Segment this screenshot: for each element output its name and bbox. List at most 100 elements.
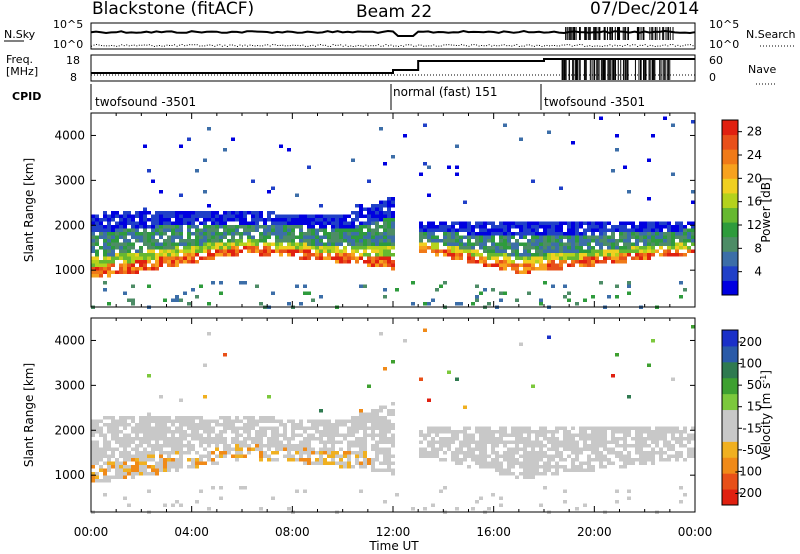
power-cell [451, 225, 455, 229]
velocity-cell [347, 447, 351, 451]
velocity-cell [327, 433, 331, 437]
velocity-cell [499, 433, 503, 437]
power-cell [611, 242, 615, 246]
velocity-cell [339, 433, 343, 437]
velocity-cell [167, 468, 171, 472]
velocity-cell [503, 472, 507, 476]
power-cell [479, 242, 483, 246]
power-cell [143, 214, 147, 218]
power-cell [159, 235, 163, 239]
power-cell [95, 256, 99, 260]
velocity-cell [115, 465, 119, 469]
velocity-cell [255, 440, 259, 444]
power-cell [363, 249, 367, 253]
power-cell [635, 239, 639, 243]
velocity-cell [167, 440, 171, 444]
velocity-cell [351, 419, 355, 423]
power-cell [127, 221, 131, 225]
velocity-cell [419, 454, 423, 458]
velocity-cell [663, 426, 667, 430]
nsearch-point [501, 44, 503, 46]
velocity-cell [223, 426, 227, 430]
velocity-cell [119, 468, 123, 472]
power-cell [263, 242, 267, 246]
velocity-cell [571, 437, 575, 441]
power-cell [591, 246, 595, 250]
power-cell [171, 249, 175, 253]
velocity-cell [155, 416, 159, 420]
velocity-cell [155, 447, 159, 451]
power-cell [131, 267, 135, 271]
velocity-cell [207, 454, 211, 458]
velocity-cell [543, 468, 547, 472]
power-cell [91, 235, 95, 239]
velocity-cell [479, 440, 483, 444]
power-cell [539, 225, 543, 229]
power-cell [171, 298, 175, 302]
power-cell [503, 246, 507, 250]
power-cell [103, 267, 107, 271]
velocity-cell [523, 465, 527, 469]
power-cell [503, 235, 507, 239]
power-cell [431, 249, 435, 253]
power-cell [91, 218, 95, 222]
velocity-cell [599, 461, 603, 465]
velocity-cell [659, 447, 663, 451]
velocity-cell [259, 507, 263, 511]
velocity-cell [611, 374, 615, 378]
power-cell [251, 246, 255, 250]
velocity-cell [299, 447, 303, 451]
power-cell [131, 260, 135, 264]
power-cell [379, 204, 383, 208]
velocity-cell [623, 437, 627, 441]
power-cell [371, 228, 375, 232]
power-cell [383, 214, 387, 218]
power-cell [343, 239, 347, 243]
power-cell [287, 228, 291, 232]
velocity-cell [143, 472, 147, 476]
velocity-cell [611, 447, 615, 451]
nsearch-point [294, 44, 296, 46]
velocity-cell [315, 451, 319, 455]
velocity-cell [511, 472, 515, 476]
power-cell [139, 263, 143, 267]
power-cell [607, 221, 611, 225]
velocity-cell [359, 489, 363, 493]
velocity-cell [687, 451, 691, 455]
velocity-cell [259, 447, 263, 451]
velocity-cell [303, 430, 307, 434]
nsearch-point [219, 44, 221, 46]
nsearch-point [481, 44, 483, 46]
power-cell [143, 260, 147, 264]
power-cell [119, 246, 123, 250]
power-cell [243, 214, 247, 218]
power-cell [307, 253, 311, 257]
nsearch-point [297, 44, 299, 46]
power-cell [683, 246, 687, 250]
nsearch-point [606, 45, 608, 47]
power-cell [139, 218, 143, 222]
power-cell [507, 225, 511, 229]
power-cell [583, 263, 587, 267]
power-cell [295, 284, 299, 288]
power-cell [691, 221, 695, 225]
velocity-cell [239, 426, 243, 430]
power-cell [107, 253, 111, 257]
power-cell [503, 221, 507, 225]
power-cell [359, 239, 363, 243]
velocity-cell [91, 419, 95, 423]
power-cell [591, 235, 595, 239]
power-cell [283, 214, 287, 218]
power-cell [119, 221, 123, 225]
power-cell [459, 256, 463, 260]
power-cell [275, 239, 279, 243]
power-cell [479, 246, 483, 250]
power-cell [175, 253, 179, 257]
velocity-cell [539, 426, 543, 430]
colorbar-swatch [722, 222, 738, 238]
power-cell [303, 249, 307, 253]
power-cell [287, 253, 291, 257]
power-cell [171, 246, 175, 250]
velocity-cell [591, 433, 595, 437]
velocity-cell [491, 461, 495, 465]
